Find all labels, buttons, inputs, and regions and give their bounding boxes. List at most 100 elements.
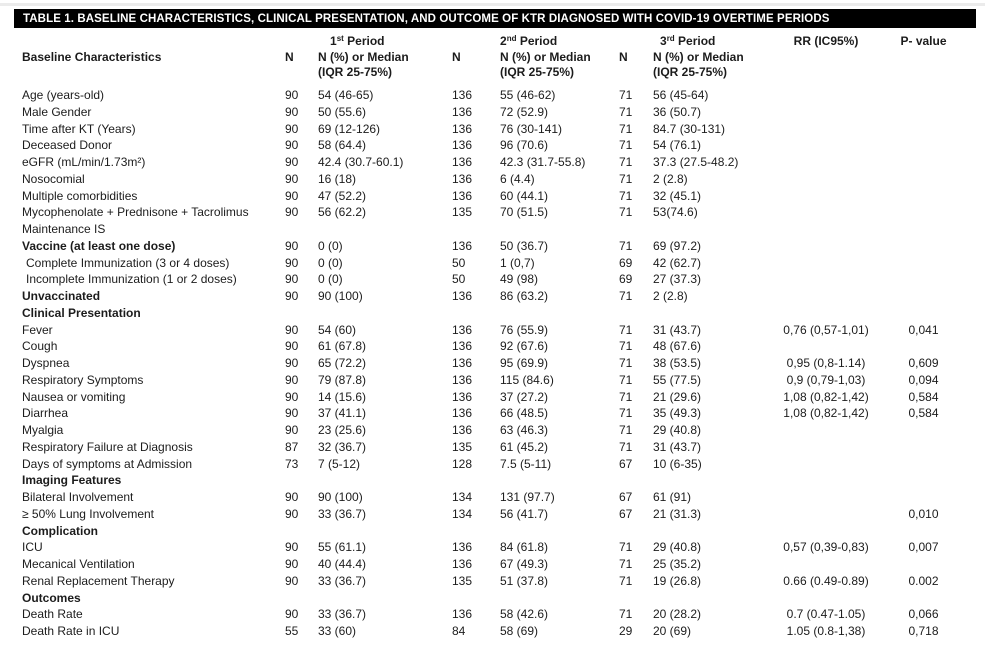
cell-n-period2: 135: [452, 573, 473, 588]
cell-n-period2: 136: [452, 607, 473, 622]
cell-n-period1: [285, 305, 318, 322]
cell-value-period1: 54 (46-65): [318, 88, 374, 102]
cell-pvalue: [887, 221, 960, 238]
cell-n-period1: [285, 221, 318, 238]
column-header-row: Baseline Characteristics N N (%) or Medi…: [14, 50, 976, 80]
cell-value-period3: [653, 305, 765, 322]
cell-value-period3: 38 (53.5): [653, 356, 702, 370]
cell-rr: [765, 456, 887, 473]
cell-value-period3: [653, 472, 765, 489]
cell-value-period1: 0 (0): [318, 255, 343, 270]
cell-value-period3: 20 (28.2): [653, 607, 702, 622]
cell-n-period1: 90: [285, 372, 299, 387]
cell-rr: [765, 255, 887, 272]
table-row: Clinical Presentation: [14, 305, 976, 322]
cell-n-period1: 90: [285, 389, 299, 404]
cell-value-period1: 33 (36.7): [318, 573, 367, 588]
row-label: Incomplete Immunization (1 or 2 doses): [26, 272, 237, 287]
table-row: Nausea or vomiting 90 14 (15.6) 136 37 (…: [14, 389, 976, 406]
cell-value-period2: 49 (98): [500, 272, 539, 287]
table-row: Deceased Donor 90 58 (64.4) 136 96 (70.6…: [14, 137, 976, 154]
cell-rr: [765, 238, 887, 255]
cell-value-period2: 76 (55.9): [500, 322, 549, 337]
cell-rr: [765, 188, 887, 205]
cell-value-period3: 54 (76.1): [653, 138, 702, 153]
table-row: ICU 90 55 (61.1) 136 84 (61.8) 71 29 (40…: [14, 539, 976, 556]
row-label: Multiple comorbidities: [22, 188, 138, 203]
cell-value-period2: 56 (41.7): [500, 506, 549, 521]
row-label: Imaging Features: [22, 473, 122, 488]
cell-n-period3: 71: [619, 289, 633, 303]
cell-pvalue: [887, 154, 960, 171]
cell-value-period2: 115 (84.6): [500, 372, 554, 387]
cell-rr: 0,95 (0,8-1.14): [786, 356, 866, 370]
cell-n-period2: 136: [452, 188, 473, 203]
cell-value-period3: 2 (2.8): [653, 289, 688, 303]
cell-value-period2: 63 (46.3): [500, 423, 549, 437]
cell-value-period2: 96 (70.6): [500, 138, 549, 153]
cell-rr: [765, 523, 887, 540]
cell-n-period1: 73: [285, 456, 299, 471]
cell-value-period2: 61 (45.2): [500, 439, 549, 454]
cell-n-period1: 90: [285, 289, 299, 303]
cell-value-period3: 35 (49.3): [653, 406, 702, 421]
cell-pvalue: 0,010: [908, 506, 939, 521]
value-header-line1: N (%) or Median: [318, 50, 409, 64]
table-row: Respiratory Failure at Diagnosis 87 32 (…: [14, 439, 976, 456]
cell-value-period1: 90 (100): [318, 490, 363, 504]
table-title: TABLE 1. BASELINE CHARACTERISTICS, CLINI…: [23, 12, 830, 25]
cell-n-period3: 71: [619, 238, 633, 253]
cell-value-period3: 2 (2.8): [653, 171, 688, 186]
cell-rr: [765, 171, 887, 188]
period-3-num: 3: [660, 33, 667, 48]
cell-n-period3: 71: [619, 88, 633, 102]
row-label: Nosocomial: [22, 171, 85, 186]
pvalue-column-header: P- value: [900, 33, 947, 48]
row-label: eGFR (mL/min/1.73m²): [22, 155, 146, 169]
cell-value-period1: [318, 305, 452, 322]
cell-pvalue: [887, 238, 960, 255]
cell-n-period2: 134: [452, 490, 473, 504]
value-header-line2: (IQR 25-75%): [500, 64, 575, 79]
cell-n-period1: 90: [285, 238, 299, 253]
row-label: Cough: [22, 339, 58, 354]
cell-value-period2: 72 (52.9): [500, 104, 549, 119]
cell-n-period3: 71: [619, 104, 633, 119]
cell-n-period3: 71: [619, 322, 633, 337]
table-row: Cough 90 61 (67.8) 136 92 (67.6) 71 48 (…: [14, 338, 976, 355]
cell-pvalue: 0,007: [908, 540, 939, 555]
cell-value-period1: [318, 590, 452, 607]
cell-pvalue: [887, 439, 960, 456]
cell-pvalue: 0,066: [908, 607, 939, 622]
cell-value-period3: [653, 523, 765, 540]
cell-pvalue: [887, 288, 960, 305]
cell-value-period1: 33 (36.7): [318, 506, 367, 521]
cell-value-period2: [500, 523, 619, 540]
cell-n-period2: 136: [452, 339, 473, 354]
table-row: Diarrhea 90 37 (41.1) 136 66 (48.5) 71 3…: [14, 405, 976, 422]
row-label: Fever: [22, 322, 53, 337]
cell-n-period2: [452, 305, 500, 322]
cell-n-period3: 29: [619, 624, 633, 638]
cell-n-period2: 136: [452, 171, 473, 186]
cell-value-period3: 25 (35.2): [653, 557, 702, 571]
cell-n-period2: 136: [452, 322, 473, 337]
cell-value-period3: 37.3 (27.5-48.2): [653, 155, 739, 169]
row-label: Respiratory Failure at Diagnosis: [22, 439, 193, 454]
cell-value-period3: 31 (43.7): [653, 439, 702, 454]
cell-n-period2: 136: [452, 423, 473, 437]
period-3-ordinal: rd: [666, 33, 675, 43]
cell-value-period2: 42.3 (31.7-55.8): [500, 155, 586, 169]
cell-value-period1: 33 (36.7): [318, 607, 367, 622]
cell-n-period3: 71: [619, 540, 633, 555]
cell-n-period1: [285, 472, 318, 489]
cell-rr: [765, 154, 887, 171]
cell-n-period2: 50: [452, 255, 466, 270]
cell-n-period2: 134: [452, 506, 473, 521]
cell-value-period3: 19 (26.8): [653, 573, 702, 588]
table-row: Complication: [14, 523, 976, 540]
cell-n-period3: 69: [619, 255, 633, 270]
cell-rr: 0.66 (0.49-0.89): [783, 573, 869, 588]
cell-value-period2: 7.5 (5-11): [500, 456, 552, 471]
